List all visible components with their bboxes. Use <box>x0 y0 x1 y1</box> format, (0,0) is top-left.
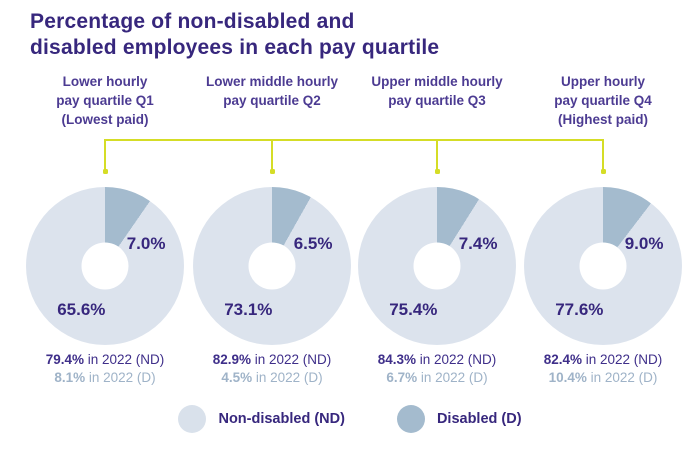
legend-label-disabled: Disabled (D) <box>436 411 522 427</box>
quartile-column-q1: Lower hourly pay quartile Q1 (Lowest pai… <box>10 0 200 453</box>
footnote-d-rest-q1: in 2022 (D) <box>85 370 156 385</box>
donut-chart-q1: 7.0% 65.6% <box>26 187 184 345</box>
donut-hole-q2 <box>248 242 296 290</box>
footnote-nd-value-q1: 79.4% <box>45 352 84 367</box>
footnote-nd-rest-q2: in 2022 (ND) <box>250 352 332 367</box>
footnote-d-value-q3: 6.7% <box>386 370 418 385</box>
footnote-d-q2: 4.5% in 2022 (D) <box>172 369 372 387</box>
footnote-nd-q3: 84.3% in 2022 (ND) <box>337 351 537 369</box>
quartile-column-q3: Upper middle hourly pay quartile Q3 7.4%… <box>342 0 532 453</box>
footnote-nd-q4: 82.4% in 2022 (ND) <box>503 351 700 369</box>
footnote-d-value-q2: 4.5% <box>221 370 253 385</box>
footnote-nd-rest-q3: in 2022 (ND) <box>415 352 497 367</box>
legend-item-non-disabled: Non-disabled (ND) <box>178 405 345 433</box>
footnote-nd-value-q4: 82.4% <box>543 352 582 367</box>
footnote-nd-value-q2: 82.9% <box>212 352 251 367</box>
footnote-d-value-q1: 8.1% <box>54 370 86 385</box>
quartile-header-q2: Lower middle hourly pay quartile Q2 <box>205 74 338 108</box>
donut-chart-q3: 7.4% 75.4% <box>358 187 516 345</box>
disabled-pct-label-q4: 9.0% <box>624 233 664 253</box>
quartile-header-q1: Lower hourly pay quartile Q1 (Lowest pai… <box>56 74 154 127</box>
footnote-d-rest-q4: in 2022 (D) <box>586 370 658 385</box>
donut-chart-q4: 9.0% 77.6% <box>524 187 682 345</box>
footnote-nd-q1: 79.4% in 2022 (ND) <box>5 351 205 369</box>
donut-hole-q4 <box>579 242 627 290</box>
donut-chart-q2: 6.5% 73.1% <box>193 187 351 345</box>
footnote-nd-value-q3: 84.3% <box>377 352 416 367</box>
connector-vertical-line-q2 <box>271 139 273 170</box>
connector-vertical-line-q4 <box>602 139 604 170</box>
non-disabled-pct-label-q4: 77.6% <box>555 300 604 320</box>
chart-title: Percentage of non-disabled and disabled … <box>30 10 440 59</box>
footnote-d-rest-q3: in 2022 (D) <box>417 370 488 385</box>
non-disabled-pct-label-q1: 65.6% <box>57 300 106 320</box>
footnote-d-q4: 10.4% in 2022 (D) <box>503 369 700 387</box>
donut-hole-q1 <box>81 242 129 290</box>
connector-dot-q1 <box>102 169 108 174</box>
footnote-d-value-q4: 10.4% <box>548 370 587 385</box>
connector-dot-q2 <box>269 169 275 174</box>
non-disabled-pct-label-q3: 75.4% <box>389 300 438 320</box>
quartile-header-q4: Upper hourly pay quartile Q4 (Highest pa… <box>554 74 652 127</box>
footnote-q2: 82.9% in 2022 (ND) 4.5% in 2022 (D) <box>172 351 372 387</box>
footnote-nd-q2: 82.9% in 2022 (ND) <box>172 351 372 369</box>
footnote-q3: 84.3% in 2022 (ND) 6.7% in 2022 (D) <box>337 351 537 387</box>
footnote-nd-rest-q1: in 2022 (ND) <box>83 352 165 367</box>
non-disabled-swatch-icon <box>178 405 207 433</box>
legend-label-non-disabled: Non-disabled (ND) <box>218 411 345 427</box>
footnote-d-rest-q2: in 2022 (D) <box>252 370 323 385</box>
footnote-q1: 79.4% in 2022 (ND) 8.1% in 2022 (D) <box>5 351 205 387</box>
disabled-pct-label-q3: 7.4% <box>458 233 498 253</box>
legend-item-disabled: Disabled (D) <box>396 405 522 433</box>
legend: Non-disabled (ND) Disabled (D) <box>0 403 700 435</box>
disabled-pct-label-q1: 7.0% <box>126 233 166 253</box>
non-disabled-pct-label-q2: 73.1% <box>224 300 273 320</box>
footnote-nd-rest-q4: in 2022 (ND) <box>581 352 663 367</box>
connector-vertical-line-q3 <box>436 139 438 170</box>
connector-vertical-line-q1 <box>104 139 106 170</box>
footnote-q4: 82.4% in 2022 (ND) 10.4% in 2022 (D) <box>503 351 700 387</box>
quartile-header-q3: Upper middle hourly pay quartile Q3 <box>371 74 503 108</box>
quartile-column-q2: Lower middle hourly pay quartile Q2 6.5%… <box>177 0 367 453</box>
disabled-swatch-icon <box>396 405 425 433</box>
footnote-d-q1: 8.1% in 2022 (D) <box>5 369 205 387</box>
quartile-column-q4: Upper hourly pay quartile Q4 (Highest pa… <box>508 0 698 453</box>
connector-dot-q3 <box>434 169 440 174</box>
footnote-d-q3: 6.7% in 2022 (D) <box>337 369 537 387</box>
connector-horizontal-line <box>104 139 604 141</box>
connector-dot-q4 <box>600 169 606 174</box>
disabled-pct-label-q2: 6.5% <box>293 233 333 253</box>
donut-hole-q3 <box>413 242 461 290</box>
